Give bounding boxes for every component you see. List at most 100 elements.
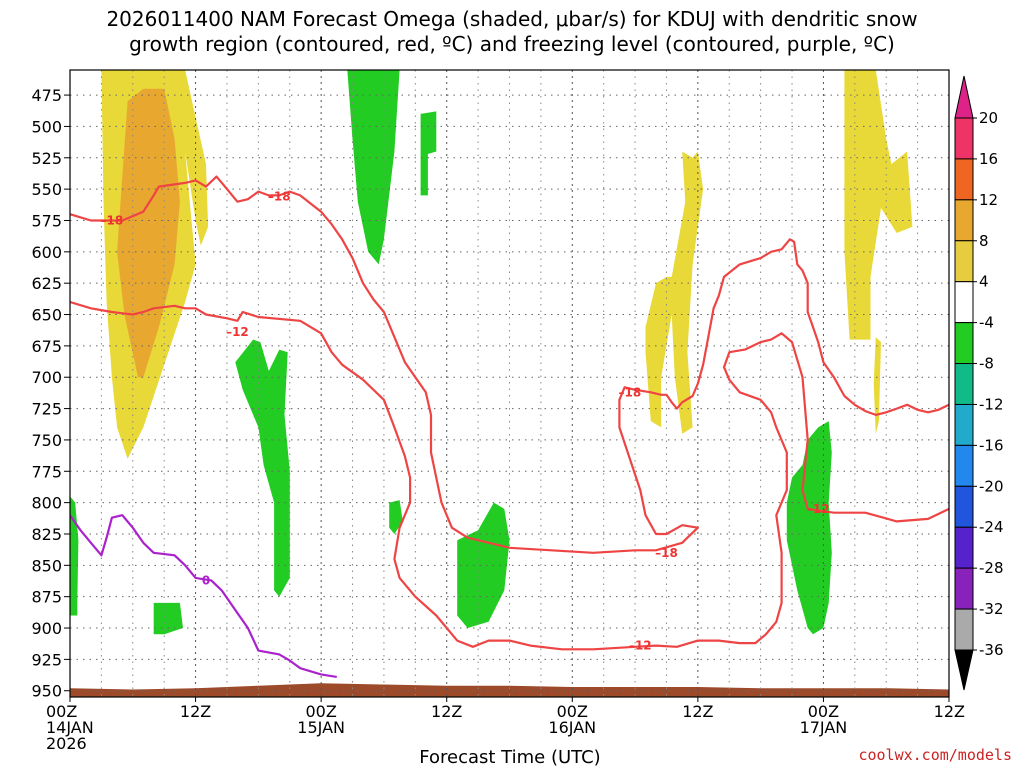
y-tick-label-625: 625 [31, 274, 62, 293]
contour-label-3: –18 [618, 385, 641, 399]
y-axis: 475 500 525 550 575 600 625 650 675 700 725 750 775 8… [31, 86, 70, 701]
colorbar-label-7: -12 [979, 395, 1004, 413]
colorbar-label-8: -16 [979, 436, 1004, 454]
y-tick-label-525: 525 [31, 149, 62, 168]
colorbar-box-1 [954, 158, 974, 201]
colorbar-box-0 [954, 117, 974, 160]
colorbar-box-8 [954, 444, 974, 487]
colorbar-label-2: 12 [979, 191, 998, 209]
colorbar-label-1: 16 [979, 150, 998, 168]
colorbar-label-11: -28 [979, 559, 1004, 577]
omega-region-yellow-upper-right [844, 70, 913, 340]
contour-label-0: –18 [101, 213, 124, 227]
omega-region-green-small-2 [389, 500, 403, 534]
x-tick-label-12-0: 12Z [180, 702, 211, 721]
title-line-2: growth region (contoured, red, ºC) and f… [129, 32, 895, 56]
y-tick-label-700: 700 [31, 368, 62, 387]
omega-region-green-left-mid [235, 339, 290, 597]
contour-labels: –18 –18 –12 –18 –18 –12 –12 0 [101, 190, 830, 653]
colorbar-label-10: -24 [979, 518, 1004, 536]
y-tick-label-950: 950 [31, 682, 62, 701]
colorbar-box-9 [954, 485, 974, 528]
y-tick-label-550: 550 [31, 180, 62, 199]
omega-region-yellow-right-small [873, 337, 881, 434]
x-tick-label-48-0: 00Z [557, 702, 588, 721]
x-tick-label-60-0: 12Z [682, 702, 713, 721]
y-tick-label-650: 650 [31, 306, 62, 325]
credit-text: coolwx.com/models [858, 746, 1012, 764]
colorbar-box-7 [954, 403, 974, 446]
contours [70, 175, 949, 678]
y-tick-label-875: 875 [31, 588, 62, 607]
contour-minus-18-upper [70, 175, 949, 554]
surface-terrain [70, 683, 949, 697]
omega-region-jan15-green-upper [347, 70, 400, 265]
plot-frame [69, 69, 950, 698]
x-tick-label-0-1: 14JAN [46, 718, 94, 737]
omega-region-green-jan15-bottom [457, 502, 510, 628]
contour-minus-12 [70, 300, 949, 651]
y-tick-label-850: 850 [31, 556, 62, 575]
contour-label-4: –18 [655, 546, 678, 560]
y-tick-label-600: 600 [31, 243, 62, 262]
colorbar-box-6 [954, 363, 974, 405]
y-tick-label-500: 500 [31, 117, 62, 136]
omega-region-green-left-edge [70, 496, 79, 616]
contour-label-2: –12 [226, 325, 249, 339]
omega-region-green-small-top [420, 111, 437, 196]
colorbar-box-5 [954, 322, 974, 365]
y-tick-label-475: 475 [31, 86, 62, 105]
colorbar-label-12: -32 [979, 600, 1004, 618]
omega-region-yellow-jan16-column [645, 151, 704, 434]
colorbar-box-11 [954, 567, 974, 610]
x-tick-label-24-0: 00Z [305, 702, 336, 721]
contour-freezing-level [70, 514, 337, 678]
colorbar-label-4: 4 [979, 273, 989, 291]
chart-title: 2026011400 NAM Forecast Omega (shaded, μ… [106, 7, 917, 56]
colorbar-bottom-arrow [954, 649, 974, 691]
omega-region-green-jan16-right [786, 421, 832, 635]
x-tick-label-72-0: 00Z [808, 702, 839, 721]
colorbar-box-4 [954, 281, 974, 324]
colorbar: 20 16 12 8 4 -4 -8 -12 -16 -20 -24 -28 -32 -36 [954, 75, 1004, 691]
colorbar-box-10 [954, 526, 974, 569]
colorbar-label-6: -8 [979, 355, 994, 373]
y-tick-label-925: 925 [31, 650, 62, 669]
x-tick-label-24-1: 15JAN [297, 718, 345, 737]
colorbar-label-9: -20 [979, 477, 1004, 495]
colorbar-label-0: 20 [979, 109, 998, 127]
contour-label-6: –12 [807, 502, 830, 516]
y-tick-label-675: 675 [31, 337, 62, 356]
y-tick-label-775: 775 [31, 462, 62, 481]
colorbar-label-5: -4 [979, 314, 994, 332]
colorbar-top-arrow [954, 75, 974, 119]
y-tick-label-725: 725 [31, 400, 62, 419]
x-tick-label-84-0: 12Z [934, 702, 965, 721]
colorbar-box-2 [954, 199, 974, 242]
terrain-fill [70, 683, 949, 697]
colorbar-box-3 [954, 240, 974, 283]
y-tick-label-750: 750 [31, 431, 62, 450]
x-tick-label-0-0: 00Z [46, 702, 77, 721]
y-tick-label-575: 575 [31, 211, 62, 230]
colorbar-box-12 [954, 608, 974, 651]
x-tick-label-0-2: 2026 [46, 734, 87, 753]
x-tick-label-36-0: 12Z [431, 702, 462, 721]
y-tick-label-800: 800 [31, 494, 62, 513]
y-tick-label-825: 825 [31, 525, 62, 544]
omega-region-green-small-1 [153, 602, 183, 635]
omega-shading [70, 70, 913, 635]
contour-label-5: –12 [629, 639, 652, 653]
colorbar-label-13: -36 [979, 641, 1004, 659]
colorbar-label-3: 8 [979, 232, 989, 250]
title-line-1: 2026011400 NAM Forecast Omega (shaded, μ… [106, 7, 917, 31]
contour-label-7: 0 [202, 573, 210, 587]
contour-label-1: –18 [268, 190, 291, 204]
x-axis-label: Forecast Time (UTC) [419, 747, 600, 768]
grid [70, 70, 949, 697]
x-tick-label-72-1: 17JAN [800, 718, 848, 737]
y-tick-label-900: 900 [31, 619, 62, 638]
x-tick-label-48-1: 16JAN [548, 718, 596, 737]
